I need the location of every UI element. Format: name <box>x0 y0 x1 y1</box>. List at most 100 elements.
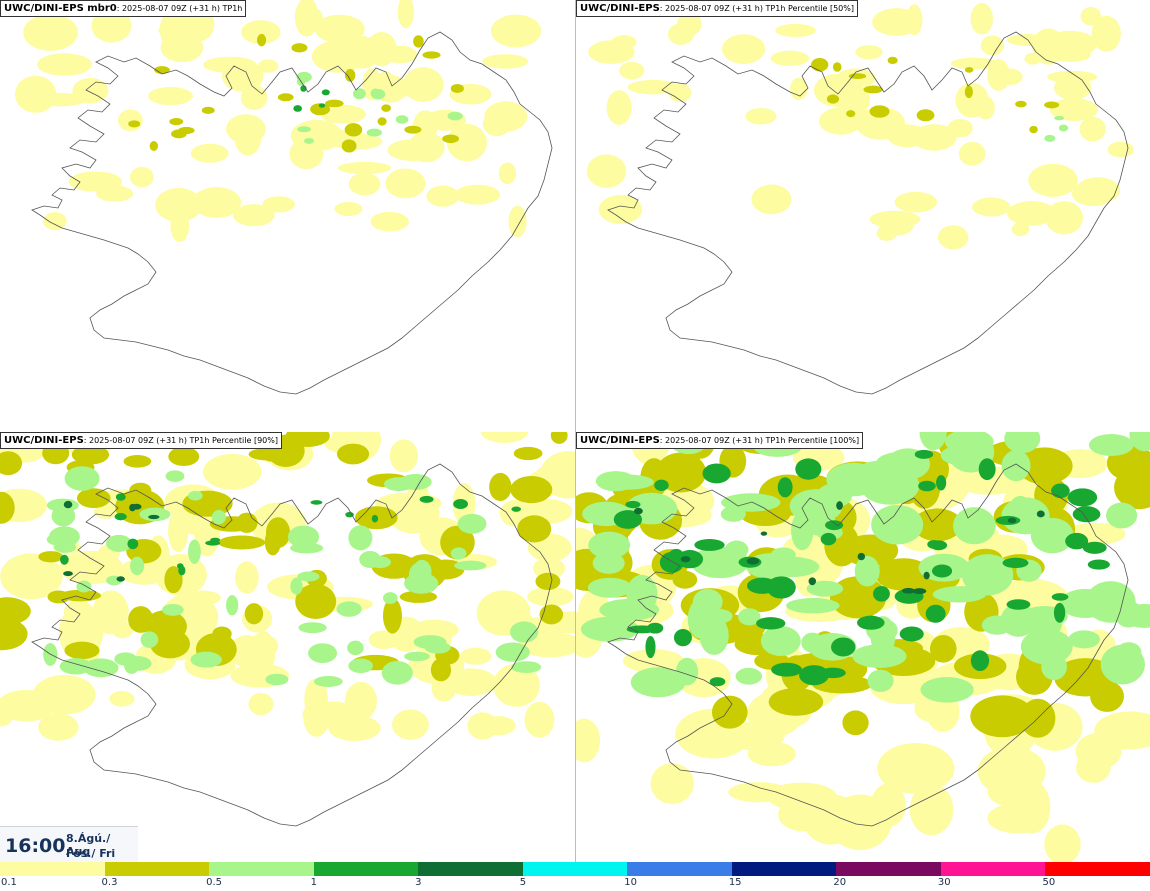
precip-area <box>440 525 475 560</box>
precip-area <box>919 432 947 451</box>
precip-area <box>970 695 1035 738</box>
precip-area <box>295 583 337 619</box>
legend-label: 5 <box>519 877 527 888</box>
precip-area <box>625 500 641 509</box>
precip-layer <box>586 2 1134 250</box>
precip-area <box>0 597 31 625</box>
precip-area <box>341 139 357 153</box>
precip-area <box>953 507 996 545</box>
precip-area <box>371 514 379 523</box>
legend-swatch <box>418 862 523 876</box>
precip-area <box>480 432 529 443</box>
precip-area <box>867 669 894 692</box>
precip-area <box>241 20 281 45</box>
precip-area <box>314 14 365 44</box>
iceland-coastline <box>31 463 553 827</box>
precip-area <box>912 508 963 542</box>
precip-area <box>191 187 242 218</box>
precip-area <box>761 556 820 578</box>
precip-area <box>1075 732 1122 770</box>
precip-area <box>820 532 837 546</box>
legend-swatch <box>836 862 941 876</box>
precip-area <box>863 85 883 94</box>
precip-area <box>318 103 326 108</box>
precip-area <box>746 577 778 594</box>
precip-area <box>675 657 699 686</box>
precip-area <box>395 115 409 124</box>
precip-area <box>450 547 467 560</box>
precip-area <box>1051 483 1070 499</box>
precip-area <box>368 556 391 569</box>
precip-area <box>337 161 392 175</box>
precip-area <box>702 463 731 484</box>
panel-divider <box>575 0 576 862</box>
precip-area <box>244 603 264 625</box>
precip-area <box>454 184 501 205</box>
precip-area <box>869 105 890 118</box>
precip-area <box>598 195 643 225</box>
precip-area <box>118 109 143 132</box>
precip-area <box>484 101 528 132</box>
precip-area <box>59 658 93 675</box>
precip-area <box>873 585 890 602</box>
precip-area <box>46 679 67 708</box>
precip-area <box>76 488 111 509</box>
precip-area <box>770 50 810 66</box>
precip-area <box>1044 101 1060 109</box>
precip-area <box>381 661 413 685</box>
precip-area <box>450 83 464 93</box>
precip-area <box>129 482 152 498</box>
precip-area <box>760 625 801 656</box>
precip-area <box>162 603 184 616</box>
precip-area <box>1020 628 1073 665</box>
precip-area <box>246 634 279 658</box>
precip-area <box>672 570 698 589</box>
precip-area <box>413 635 447 649</box>
precip-area <box>293 105 303 112</box>
precip-area <box>1015 100 1027 108</box>
precip-area <box>958 141 986 166</box>
precip-area <box>517 515 552 543</box>
precip-area <box>887 56 898 65</box>
precip-area <box>791 511 814 551</box>
precip-area <box>918 480 936 492</box>
precip-area <box>226 594 239 616</box>
precip-area <box>587 577 632 598</box>
precip-area <box>627 79 679 95</box>
precip-area <box>116 576 125 582</box>
precip-area <box>655 452 707 493</box>
precip-area <box>842 534 899 567</box>
precip-area <box>232 204 275 227</box>
precip-area <box>1051 593 1069 601</box>
precip-area <box>931 564 953 578</box>
precip-area <box>1044 134 1056 142</box>
precip-area <box>872 8 922 36</box>
precip-area <box>348 658 373 674</box>
map-panel-p50: UWC/DINI-EPS: 2025-08-07 09Z (+31 h) TP1… <box>576 0 1150 430</box>
precip-area <box>972 197 1011 217</box>
precip-area <box>262 196 295 213</box>
precip-area <box>1082 541 1107 554</box>
precip-area <box>0 689 56 722</box>
precip-area <box>160 32 204 63</box>
iceland-coastline <box>607 463 1129 827</box>
precip-area <box>539 604 564 625</box>
legend-swatch <box>731 862 837 876</box>
precip-area <box>667 23 694 45</box>
precip-area <box>201 106 215 114</box>
valid-time: 16:00 <box>5 835 66 857</box>
precip-area <box>899 626 924 642</box>
legend-label: 0.1 <box>1 877 17 888</box>
precip-area <box>777 477 793 498</box>
precip-area <box>877 742 955 794</box>
precip-area <box>854 555 880 587</box>
precip-area <box>459 647 492 665</box>
precip-area <box>1088 434 1134 456</box>
precip-area <box>580 616 639 642</box>
precip-area <box>722 34 766 64</box>
precip-area <box>914 449 934 459</box>
precip-area <box>170 209 190 243</box>
precip-area <box>1007 517 1017 524</box>
precip-area <box>1007 201 1056 226</box>
precip-area <box>235 561 259 594</box>
